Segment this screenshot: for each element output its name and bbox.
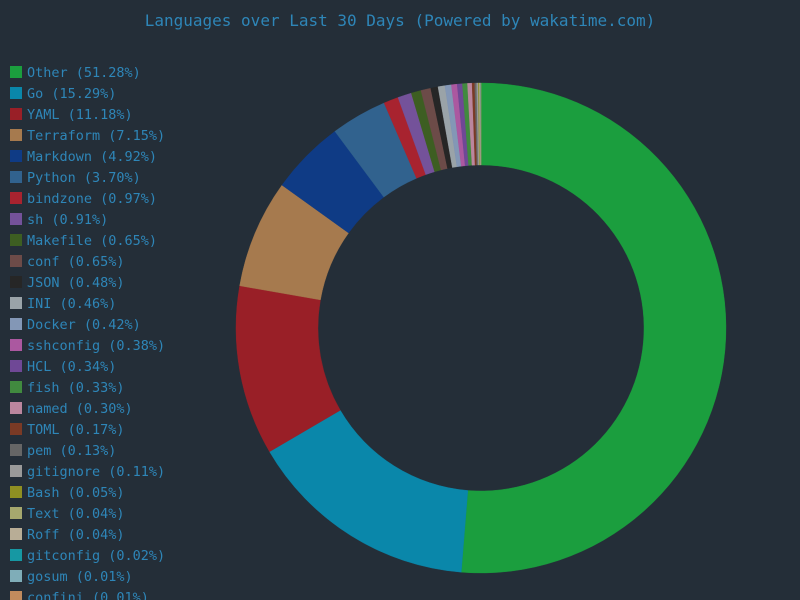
legend-swatch — [10, 276, 22, 288]
legend-swatch — [10, 486, 22, 498]
legend-item-gitignore: gitignore (0.11%) — [10, 464, 165, 480]
legend-item-gitconfig: gitconfig (0.02%) — [10, 548, 165, 564]
legend-item-roff: Roff (0.04%) — [10, 527, 125, 543]
legend-item-docker: Docker (0.42%) — [10, 317, 141, 333]
legend-item-text: Text (0.04%) — [10, 506, 125, 522]
legend-label: conf (0.65%) — [27, 254, 125, 270]
legend-label: sh (0.91%) — [27, 212, 108, 228]
legend-swatch — [10, 318, 22, 330]
legend-label: HCL (0.34%) — [27, 359, 116, 375]
legend-label: YAML (11.18%) — [27, 107, 133, 123]
legend-item-terraform: Terraform (7.15%) — [10, 128, 165, 144]
legend-item-markdown: Markdown (4.92%) — [10, 149, 157, 165]
legend-label: Makefile (0.65%) — [27, 233, 157, 249]
legend-item-ini: INI (0.46%) — [10, 296, 116, 312]
legend-swatch — [10, 234, 22, 246]
legend-swatch — [10, 297, 22, 309]
slice-other — [461, 82, 727, 574]
legend-swatch — [10, 591, 22, 600]
legend-swatch — [10, 87, 22, 99]
legend-label: Python (3.70%) — [27, 170, 141, 186]
legend-swatch — [10, 507, 22, 519]
legend-label: Docker (0.42%) — [27, 317, 141, 333]
legend-swatch — [10, 192, 22, 204]
legend-label: pem (0.13%) — [27, 443, 116, 459]
legend-item-confini: confini (0.01%) — [10, 590, 149, 600]
legend-item-makefile: Makefile (0.65%) — [10, 233, 157, 249]
legend-item-named: named (0.30%) — [10, 401, 133, 417]
legend-item-gosum: gosum (0.01%) — [10, 569, 133, 585]
legend-label: gosum (0.01%) — [27, 569, 133, 585]
legend-swatch — [10, 129, 22, 141]
legend-item-yaml: YAML (11.18%) — [10, 107, 133, 123]
legend-swatch — [10, 528, 22, 540]
legend-swatch — [10, 255, 22, 267]
legend-swatch — [10, 108, 22, 120]
legend-item-other: Other (51.28%) — [10, 65, 141, 81]
legend-label: bindzone (0.97%) — [27, 191, 157, 207]
legend-item-bash: Bash (0.05%) — [10, 485, 125, 501]
legend-label: Text (0.04%) — [27, 506, 125, 522]
legend-label: Roff (0.04%) — [27, 527, 125, 543]
legend-label: gitignore (0.11%) — [27, 464, 165, 480]
slice-go — [269, 410, 469, 573]
legend-swatch — [10, 570, 22, 582]
legend-swatch — [10, 423, 22, 435]
legend: Other (51.28%) Go (15.29%) YAML (11.18%) Te… — [10, 65, 165, 600]
legend-swatch — [10, 66, 22, 78]
legend-item-fish: fish (0.33%) — [10, 380, 125, 396]
legend-swatch — [10, 339, 22, 351]
legend-label: Terraform (7.15%) — [27, 128, 165, 144]
legend-label: Bash (0.05%) — [27, 485, 125, 501]
legend-label: Go (15.29%) — [27, 86, 116, 102]
legend-label: Other (51.28%) — [27, 65, 141, 81]
legend-label: confini (0.01%) — [27, 590, 149, 600]
legend-swatch — [10, 213, 22, 225]
legend-label: sshconfig (0.38%) — [27, 338, 165, 354]
legend-label: named (0.30%) — [27, 401, 133, 417]
legend-item-sh: sh (0.91%) — [10, 212, 108, 228]
legend-item-sshconfig: sshconfig (0.38%) — [10, 338, 165, 354]
legend-label: fish (0.33%) — [27, 380, 125, 396]
legend-item-pem: pem (0.13%) — [10, 443, 116, 459]
legend-label: JSON (0.48%) — [27, 275, 125, 291]
legend-item-python: Python (3.70%) — [10, 170, 141, 186]
legend-swatch — [10, 465, 22, 477]
legend-item-toml: TOML (0.17%) — [10, 422, 125, 438]
legend-label: Markdown (4.92%) — [27, 149, 157, 165]
legend-item-go: Go (15.29%) — [10, 86, 116, 102]
legend-label: TOML (0.17%) — [27, 422, 125, 438]
legend-item-json: JSON (0.48%) — [10, 275, 125, 291]
legend-label: INI (0.46%) — [27, 296, 116, 312]
donut-slices — [235, 82, 727, 574]
legend-item-bindzone: bindzone (0.97%) — [10, 191, 157, 207]
legend-swatch — [10, 171, 22, 183]
legend-swatch — [10, 150, 22, 162]
legend-item-hcl: HCL (0.34%) — [10, 359, 116, 375]
legend-swatch — [10, 360, 22, 372]
legend-swatch — [10, 444, 22, 456]
legend-swatch — [10, 381, 22, 393]
legend-swatch — [10, 549, 22, 561]
legend-item-conf: conf (0.65%) — [10, 254, 125, 270]
chart-title: Languages over Last 30 Days (Powered by … — [145, 11, 656, 30]
legend-swatch — [10, 402, 22, 414]
legend-label: gitconfig (0.02%) — [27, 548, 165, 564]
